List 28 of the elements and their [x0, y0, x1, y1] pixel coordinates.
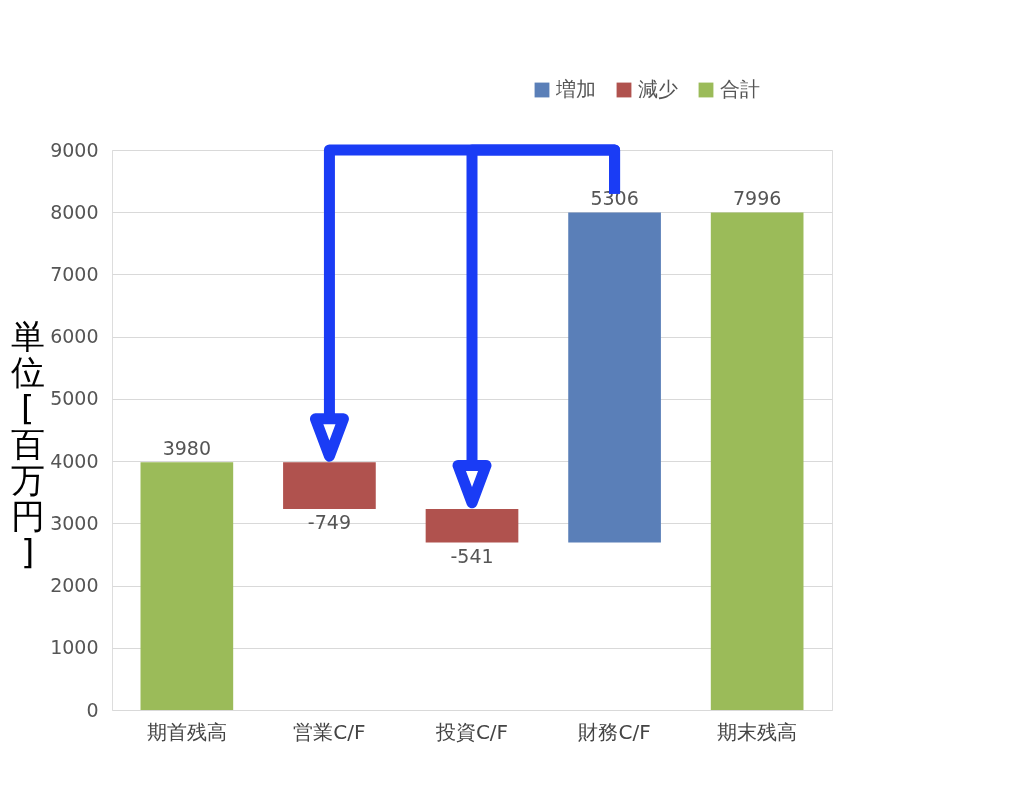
y-tick-label: 3000 [50, 511, 99, 534]
bar [140, 462, 234, 710]
bar [710, 212, 804, 710]
y-tick-label: 5000 [50, 387, 99, 410]
y-axis-title: 単位 [百万円] [10, 315, 45, 572]
data-label: -541 [450, 544, 494, 567]
y-tick-label: 9000 [50, 138, 99, 161]
y-tick-label: 8000 [50, 200, 99, 223]
y-tick-label: 2000 [50, 574, 99, 597]
y-tick-label: 1000 [50, 636, 99, 659]
x-tick-label: 期末残高 [717, 719, 798, 744]
bar [283, 462, 376, 509]
y-tick-label: 7000 [50, 262, 99, 285]
data-label: -749 [307, 510, 351, 533]
data-label: 5306 [590, 187, 639, 210]
data-label: 3980 [162, 437, 212, 460]
legend-label: 減少 [638, 77, 678, 101]
legend-label: 合計 [720, 77, 760, 101]
y-tick-label: 4000 [50, 449, 99, 472]
y-tick-label: 0 [86, 698, 99, 721]
x-tick-label: 財務C/F [578, 719, 651, 744]
data-label: 7996 [732, 187, 782, 210]
x-tick-label: 期首残高 [146, 719, 227, 744]
y-tick-label: 6000 [50, 325, 99, 348]
x-tick-label: 営業C/F [293, 719, 366, 744]
legend-label: 増加 [555, 77, 596, 101]
x-tick-label: 投資C/F [434, 719, 509, 744]
bar [425, 508, 519, 543]
